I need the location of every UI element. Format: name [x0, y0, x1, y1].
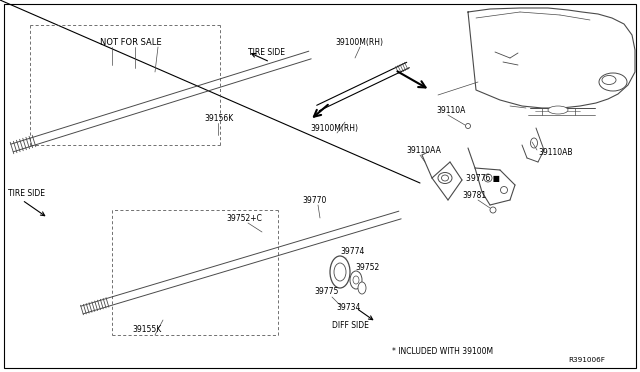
Ellipse shape — [74, 115, 87, 138]
Ellipse shape — [180, 86, 189, 102]
Ellipse shape — [375, 70, 387, 86]
Ellipse shape — [548, 106, 568, 114]
Ellipse shape — [195, 82, 204, 97]
Text: R391006F: R391006F — [568, 357, 605, 363]
Ellipse shape — [165, 268, 183, 297]
Text: 39734: 39734 — [336, 304, 360, 312]
Ellipse shape — [150, 268, 173, 305]
Ellipse shape — [342, 83, 356, 103]
Ellipse shape — [351, 217, 366, 238]
Text: 39781: 39781 — [462, 190, 486, 199]
Ellipse shape — [108, 290, 120, 311]
Ellipse shape — [305, 231, 317, 252]
Text: 39770: 39770 — [302, 196, 326, 205]
Text: 39100M(RH): 39100M(RH) — [335, 38, 383, 46]
Text: 39155K: 39155K — [132, 326, 161, 334]
Ellipse shape — [46, 127, 56, 145]
Ellipse shape — [350, 271, 362, 289]
Ellipse shape — [65, 124, 72, 137]
Text: 39776 ■: 39776 ■ — [466, 173, 500, 183]
Ellipse shape — [112, 108, 121, 123]
Ellipse shape — [344, 221, 355, 239]
Ellipse shape — [222, 73, 231, 89]
Text: 39110A: 39110A — [436, 106, 465, 115]
Text: 39775: 39775 — [314, 288, 339, 296]
Ellipse shape — [144, 282, 153, 298]
Ellipse shape — [465, 124, 470, 128]
Ellipse shape — [331, 219, 348, 247]
Ellipse shape — [500, 186, 508, 193]
Ellipse shape — [359, 73, 376, 96]
Ellipse shape — [484, 174, 492, 182]
Text: 39100M(RH): 39100M(RH) — [310, 124, 358, 132]
Ellipse shape — [218, 250, 238, 283]
Ellipse shape — [364, 218, 372, 231]
Ellipse shape — [438, 173, 452, 183]
Ellipse shape — [170, 87, 182, 106]
Ellipse shape — [374, 217, 381, 227]
Ellipse shape — [138, 97, 148, 117]
Ellipse shape — [233, 68, 244, 87]
Ellipse shape — [131, 279, 147, 307]
Text: 39752+C: 39752+C — [226, 214, 262, 222]
Ellipse shape — [118, 281, 136, 312]
Ellipse shape — [317, 221, 337, 252]
Ellipse shape — [97, 111, 106, 129]
Text: TIRE SIDE: TIRE SIDE — [248, 48, 285, 57]
Ellipse shape — [291, 233, 306, 258]
Text: 39110AB: 39110AB — [538, 148, 573, 157]
Ellipse shape — [127, 103, 136, 119]
Ellipse shape — [253, 246, 267, 267]
Ellipse shape — [326, 94, 337, 109]
Text: 39156K: 39156K — [204, 113, 233, 122]
Ellipse shape — [330, 256, 350, 288]
Text: TIRE SIDE: TIRE SIDE — [8, 189, 45, 198]
Text: * INCLUDED WITH 39100M: * INCLUDED WITH 39100M — [392, 347, 493, 356]
Ellipse shape — [442, 175, 449, 181]
Ellipse shape — [390, 65, 399, 78]
Text: 39774: 39774 — [340, 247, 364, 257]
Ellipse shape — [206, 76, 218, 95]
Ellipse shape — [602, 76, 616, 84]
Text: DIFF SIDE: DIFF SIDE — [332, 321, 369, 330]
Ellipse shape — [334, 263, 346, 281]
Ellipse shape — [265, 240, 280, 266]
Text: 39110AA: 39110AA — [406, 145, 441, 154]
Ellipse shape — [153, 88, 169, 115]
Ellipse shape — [54, 122, 65, 144]
Ellipse shape — [599, 73, 627, 91]
Ellipse shape — [490, 207, 496, 213]
Text: NOT FOR SALE: NOT FOR SALE — [100, 38, 162, 46]
Ellipse shape — [239, 247, 255, 274]
Ellipse shape — [195, 256, 217, 291]
Ellipse shape — [531, 138, 538, 148]
Ellipse shape — [182, 265, 198, 290]
Text: 39752: 39752 — [355, 263, 380, 273]
Ellipse shape — [358, 282, 366, 294]
Ellipse shape — [353, 276, 359, 284]
Ellipse shape — [276, 234, 295, 265]
